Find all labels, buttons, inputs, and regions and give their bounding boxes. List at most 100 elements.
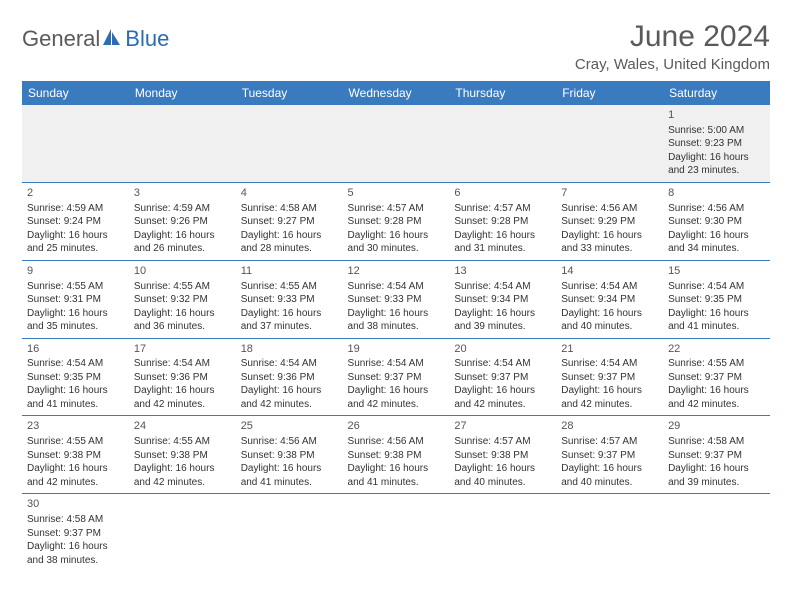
day-number: 27 <box>454 419 551 434</box>
day-number: 29 <box>668 419 765 434</box>
daylight-text: and 36 minutes. <box>134 320 231 334</box>
col-monday: Monday <box>129 81 236 105</box>
daylight-text: Daylight: 16 hours <box>27 540 124 554</box>
day-cell: 19Sunrise: 4:54 AMSunset: 9:37 PMDayligh… <box>343 338 450 416</box>
day-cell: 26Sunrise: 4:56 AMSunset: 9:38 PMDayligh… <box>343 416 450 494</box>
daylight-text: Daylight: 16 hours <box>27 307 124 321</box>
daylight-text: Daylight: 16 hours <box>134 229 231 243</box>
sail-icon <box>100 27 122 52</box>
col-sunday: Sunday <box>22 81 129 105</box>
sunrise-text: Sunrise: 4:54 AM <box>134 357 231 371</box>
daylight-text: and 38 minutes. <box>348 320 445 334</box>
day-cell: 25Sunrise: 4:56 AMSunset: 9:38 PMDayligh… <box>236 416 343 494</box>
sunrise-text: Sunrise: 4:54 AM <box>561 357 658 371</box>
daylight-text: Daylight: 16 hours <box>454 462 551 476</box>
header-row: Sunday Monday Tuesday Wednesday Thursday… <box>22 81 770 105</box>
col-thursday: Thursday <box>449 81 556 105</box>
daylight-text: Daylight: 16 hours <box>241 307 338 321</box>
day-cell: 1Sunrise: 5:00 AMSunset: 9:23 PMDaylight… <box>663 105 770 182</box>
sunrise-text: Sunrise: 4:57 AM <box>454 435 551 449</box>
day-number: 26 <box>348 419 445 434</box>
daylight-text: Daylight: 16 hours <box>134 462 231 476</box>
day-cell: 14Sunrise: 4:54 AMSunset: 9:34 PMDayligh… <box>556 260 663 338</box>
day-cell: 13Sunrise: 4:54 AMSunset: 9:34 PMDayligh… <box>449 260 556 338</box>
day-number: 12 <box>348 264 445 279</box>
day-cell <box>556 105 663 182</box>
day-number: 20 <box>454 342 551 357</box>
day-cell <box>343 105 450 182</box>
sunset-text: Sunset: 9:35 PM <box>27 371 124 385</box>
day-cell: 29Sunrise: 4:58 AMSunset: 9:37 PMDayligh… <box>663 416 770 494</box>
day-number: 25 <box>241 419 338 434</box>
daylight-text: and 39 minutes. <box>454 320 551 334</box>
daylight-text: Daylight: 16 hours <box>454 307 551 321</box>
sunset-text: Sunset: 9:30 PM <box>668 215 765 229</box>
day-number: 14 <box>561 264 658 279</box>
sunrise-text: Sunrise: 4:54 AM <box>241 357 338 371</box>
daylight-text: Daylight: 16 hours <box>668 462 765 476</box>
sunrise-text: Sunrise: 4:56 AM <box>561 202 658 216</box>
daylight-text: Daylight: 16 hours <box>241 462 338 476</box>
day-cell: 4Sunrise: 4:58 AMSunset: 9:27 PMDaylight… <box>236 182 343 260</box>
day-number: 28 <box>561 419 658 434</box>
sunset-text: Sunset: 9:34 PM <box>454 293 551 307</box>
day-number: 18 <box>241 342 338 357</box>
day-cell: 22Sunrise: 4:55 AMSunset: 9:37 PMDayligh… <box>663 338 770 416</box>
sunrise-text: Sunrise: 4:56 AM <box>348 435 445 449</box>
day-cell <box>663 494 770 571</box>
sunrise-text: Sunrise: 4:56 AM <box>241 435 338 449</box>
sunset-text: Sunset: 9:38 PM <box>241 449 338 463</box>
daylight-text: Daylight: 16 hours <box>348 229 445 243</box>
sunset-text: Sunset: 9:37 PM <box>668 449 765 463</box>
sunset-text: Sunset: 9:29 PM <box>561 215 658 229</box>
daylight-text: Daylight: 16 hours <box>241 229 338 243</box>
day-number: 22 <box>668 342 765 357</box>
sunrise-text: Sunrise: 5:00 AM <box>668 124 765 138</box>
sunset-text: Sunset: 9:26 PM <box>134 215 231 229</box>
daylight-text: and 26 minutes. <box>134 242 231 256</box>
month-title: June 2024 <box>575 20 770 54</box>
sunrise-text: Sunrise: 4:58 AM <box>27 513 124 527</box>
day-cell <box>449 105 556 182</box>
daylight-text: Daylight: 16 hours <box>454 384 551 398</box>
day-number: 4 <box>241 186 338 201</box>
daylight-text: Daylight: 16 hours <box>561 307 658 321</box>
daylight-text: and 42 minutes. <box>241 398 338 412</box>
sunset-text: Sunset: 9:33 PM <box>348 293 445 307</box>
daylight-text: Daylight: 16 hours <box>27 462 124 476</box>
daylight-text: and 41 minutes. <box>27 398 124 412</box>
page: General Blue June 2024 Cray, Wales, Unit… <box>0 0 792 591</box>
sunrise-text: Sunrise: 4:54 AM <box>561 280 658 294</box>
week-row: 9Sunrise: 4:55 AMSunset: 9:31 PMDaylight… <box>22 260 770 338</box>
sunrise-text: Sunrise: 4:54 AM <box>348 280 445 294</box>
day-number: 6 <box>454 186 551 201</box>
day-number: 24 <box>134 419 231 434</box>
col-saturday: Saturday <box>663 81 770 105</box>
day-cell: 9Sunrise: 4:55 AMSunset: 9:31 PMDaylight… <box>22 260 129 338</box>
daylight-text: and 42 minutes. <box>454 398 551 412</box>
day-number: 7 <box>561 186 658 201</box>
sunrise-text: Sunrise: 4:57 AM <box>561 435 658 449</box>
daylight-text: Daylight: 16 hours <box>27 229 124 243</box>
daylight-text: and 30 minutes. <box>348 242 445 256</box>
day-number: 2 <box>27 186 124 201</box>
col-wednesday: Wednesday <box>343 81 450 105</box>
day-number: 21 <box>561 342 658 357</box>
sunrise-text: Sunrise: 4:55 AM <box>134 435 231 449</box>
day-cell: 11Sunrise: 4:55 AMSunset: 9:33 PMDayligh… <box>236 260 343 338</box>
logo: General Blue <box>22 26 169 52</box>
sunrise-text: Sunrise: 4:55 AM <box>27 280 124 294</box>
sunset-text: Sunset: 9:32 PM <box>134 293 231 307</box>
logo-text-part1: General <box>22 26 100 52</box>
daylight-text: and 42 minutes. <box>348 398 445 412</box>
sunrise-text: Sunrise: 4:54 AM <box>27 357 124 371</box>
daylight-text: Daylight: 16 hours <box>561 384 658 398</box>
day-cell <box>129 105 236 182</box>
sunrise-text: Sunrise: 4:54 AM <box>454 280 551 294</box>
sunset-text: Sunset: 9:34 PM <box>561 293 658 307</box>
daylight-text: and 37 minutes. <box>241 320 338 334</box>
sunset-text: Sunset: 9:37 PM <box>348 371 445 385</box>
sunset-text: Sunset: 9:37 PM <box>454 371 551 385</box>
day-number: 19 <box>348 342 445 357</box>
day-cell: 12Sunrise: 4:54 AMSunset: 9:33 PMDayligh… <box>343 260 450 338</box>
